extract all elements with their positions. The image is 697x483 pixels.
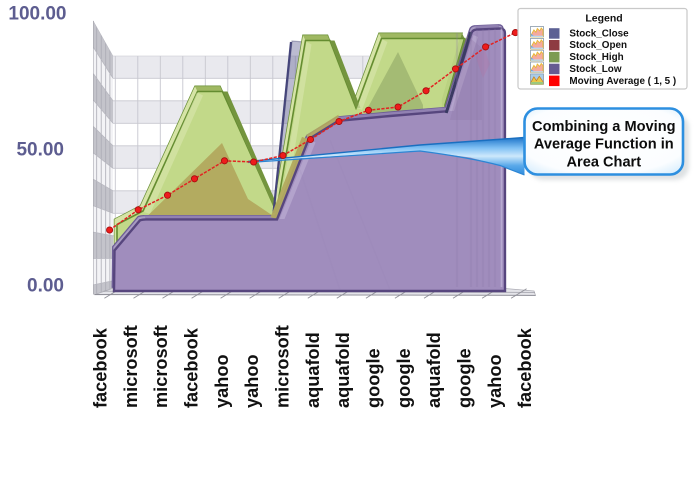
svg-text:Combining a Moving: Combining a Moving xyxy=(532,119,676,135)
svg-text:aquafold: aquafold xyxy=(303,332,323,408)
svg-text:Stock_Open: Stock_Open xyxy=(569,40,627,51)
svg-text:google: google xyxy=(364,348,384,408)
svg-text:Legend: Legend xyxy=(585,13,622,25)
svg-text:50.00: 50.00 xyxy=(16,140,64,161)
svg-text:aquafold: aquafold xyxy=(424,332,444,408)
svg-text:yahoo: yahoo xyxy=(212,354,232,408)
svg-text:Stock_Low: Stock_Low xyxy=(569,64,621,75)
svg-text:microsoft: microsoft xyxy=(121,325,141,408)
svg-text:aquafold: aquafold xyxy=(333,332,353,408)
svg-text:Average Function in: Average Function in xyxy=(534,137,674,153)
svg-text:facebook: facebook xyxy=(91,327,111,408)
svg-text:yahoo: yahoo xyxy=(485,354,505,408)
svg-text:yahoo: yahoo xyxy=(242,354,262,408)
svg-text:microsoft: microsoft xyxy=(151,325,171,408)
svg-text:facebook: facebook xyxy=(182,327,202,408)
svg-text:google: google xyxy=(394,348,414,408)
svg-text:Stock_Close: Stock_Close xyxy=(569,28,629,39)
svg-text:Stock_High: Stock_High xyxy=(569,52,623,63)
svg-text:microsoft: microsoft xyxy=(273,325,293,408)
svg-text:100.00: 100.00 xyxy=(8,4,66,25)
svg-text:facebook: facebook xyxy=(515,327,535,408)
svg-text:google: google xyxy=(455,348,475,408)
svg-text:0.00: 0.00 xyxy=(27,276,64,297)
svg-text:Area Chart: Area Chart xyxy=(566,154,641,170)
svg-text:Moving Average ( 1, 5 ): Moving Average ( 1, 5 ) xyxy=(569,76,676,87)
